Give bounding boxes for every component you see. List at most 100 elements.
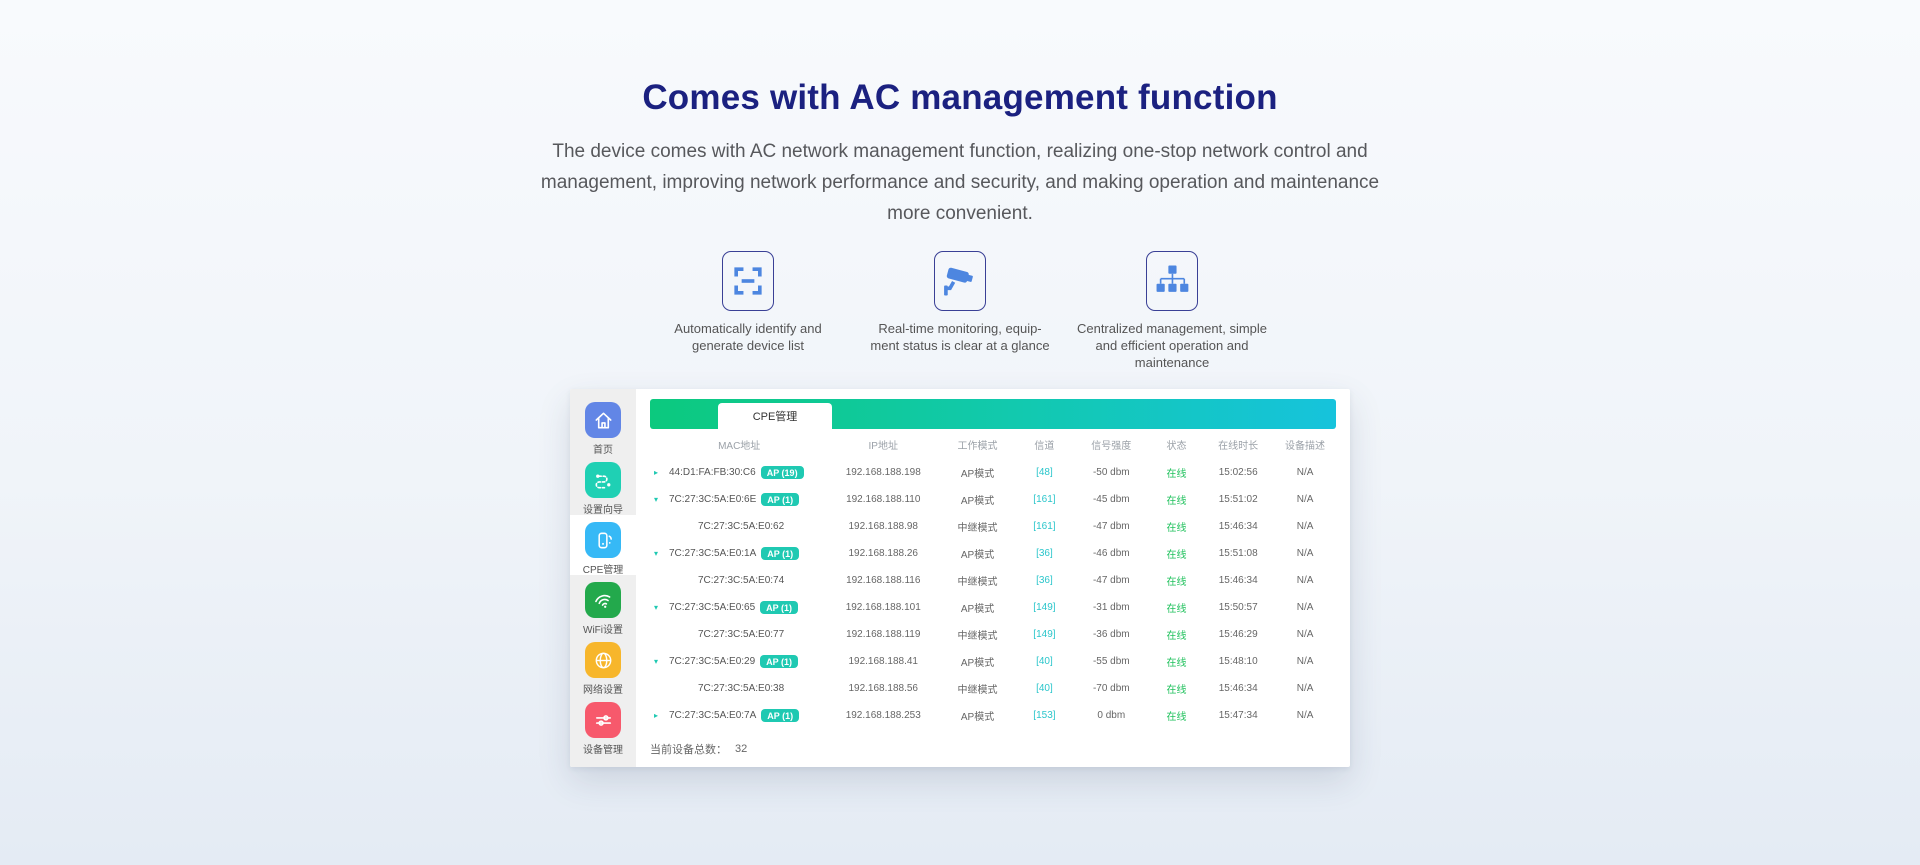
collapse-arrow-icon[interactable]: ▾ bbox=[654, 603, 659, 612]
table-row[interactable]: 7C:27:3C:5A:E0:74 192.168.188.116 中继模式 [36]… bbox=[650, 567, 1336, 594]
tab-cpe-management[interactable]: CPE管理 bbox=[718, 403, 832, 429]
ip-address-cell: 192.168.188.253 bbox=[845, 710, 921, 721]
table-row[interactable]: ▾ 7C:27:3C:5A:E0:65 AP (1) 192.168.188.101 A… bbox=[650, 594, 1336, 621]
table-row[interactable]: ▸ 44:D1:FA:FB:30:C6 AP (19) 192.168.188.198… bbox=[650, 459, 1336, 486]
mac-address: 7C:27:3C:5A:E0:38 bbox=[698, 683, 785, 694]
work-mode-cell: AP模式 bbox=[960, 712, 995, 723]
sidebar-item-route-wizard[interactable]: 设置向导 bbox=[570, 455, 636, 516]
ip-address-cell: 192.168.188.119 bbox=[846, 629, 921, 640]
ip-address-cell: 192.168.188.116 bbox=[846, 575, 921, 586]
signal-strength-cell: -70 dbm bbox=[1092, 683, 1130, 694]
collapse-arrow-icon[interactable]: ▾ bbox=[654, 495, 659, 504]
table-row[interactable]: 7C:27:3C:5A:E0:77 192.168.188.119 中继模式 [149… bbox=[650, 621, 1336, 648]
work-mode-cell: AP模式 bbox=[960, 604, 995, 615]
device-description-cell: N/A bbox=[1296, 710, 1314, 721]
table-row[interactable]: ▸ 7C:27:3C:5A:E0:7A AP (1) 192.168.188.253 A… bbox=[650, 702, 1336, 729]
mac-address: 7C:27:3C:5A:E0:77 bbox=[698, 629, 785, 640]
feature-item: Real-time monitoring, equip-ment status … bbox=[854, 251, 1066, 354]
ip-address-cell: 192.168.188.56 bbox=[848, 683, 918, 694]
column-header: 信号强度 bbox=[1091, 440, 1132, 452]
table-header-row: MAC地址 IP地址 工作模式 信道 信号强度 状态 在线时长 设备描述 bbox=[650, 429, 1336, 459]
ip-address-cell: 192.168.188.41 bbox=[848, 656, 918, 667]
channel-cell: [153] bbox=[1033, 710, 1056, 721]
signal-strength-cell: -55 dbm bbox=[1092, 656, 1130, 667]
channel-cell: [48] bbox=[1036, 467, 1053, 478]
signal-strength-cell: -46 dbm bbox=[1092, 548, 1130, 559]
sliders-icon bbox=[585, 702, 621, 738]
sidebar-item-label: CPE管理 bbox=[582, 565, 624, 576]
work-mode-cell: 中继模式 bbox=[957, 577, 998, 588]
mac-address: 7C:27:3C:5A:E0:7A bbox=[669, 710, 757, 721]
sidebar-item-wifi[interactable]: WiFi设置 bbox=[570, 575, 636, 636]
status-cell: 在线 bbox=[1166, 550, 1187, 561]
column-header: 状态 bbox=[1166, 440, 1187, 452]
column-header: 设备描述 bbox=[1285, 440, 1326, 452]
mac-cell: ▾ 7C:27:3C:5A:E0:1A AP (1) bbox=[650, 547, 828, 560]
column-header: MAC地址 bbox=[718, 440, 761, 452]
mac-address: 7C:27:3C:5A:E0:29 bbox=[669, 656, 756, 667]
feature-list: Automatically identify and generate devic… bbox=[0, 251, 1920, 371]
signal-strength-cell: -45 dbm bbox=[1092, 494, 1130, 505]
status-cell: 在线 bbox=[1166, 658, 1187, 669]
mac-cell: ▾ 7C:27:3C:5A:E0:65 AP (1) bbox=[650, 601, 828, 614]
column-header: 在线时长 bbox=[1218, 440, 1259, 452]
mac-cell: 7C:27:3C:5A:E0:38 bbox=[650, 683, 828, 694]
cctv-camera-icon bbox=[934, 251, 986, 311]
sidebar-item-cpe-device[interactable]: CPE管理 bbox=[570, 515, 636, 576]
sidebar-item-label: 首页 bbox=[593, 445, 613, 456]
ip-address-cell: 192.168.188.198 bbox=[845, 467, 921, 478]
header-gradient-bar: CPE管理 bbox=[650, 399, 1336, 429]
mac-cell: ▸ 44:D1:FA:FB:30:C6 AP (19) bbox=[650, 466, 828, 479]
expand-arrow-icon[interactable]: ▸ bbox=[654, 468, 659, 477]
signal-strength-cell: -36 dbm bbox=[1092, 629, 1130, 640]
device-description-cell: N/A bbox=[1296, 548, 1314, 559]
device-description-cell: N/A bbox=[1296, 467, 1314, 478]
table-row[interactable]: ▾ 7C:27:3C:5A:E0:29 AP (1) 192.168.188.41 AP… bbox=[650, 648, 1336, 675]
scan-frame-icon bbox=[722, 251, 774, 311]
table-row[interactable]: ▾ 7C:27:3C:5A:E0:1A AP (1) 192.168.188.26 AP… bbox=[650, 540, 1336, 567]
mac-cell: 7C:27:3C:5A:E0:77 bbox=[650, 629, 828, 640]
ac-management-app-window: 首页 设置向导 CPE管理 WiFi设置 网络设置 设备管理 CPE管理 MAC地址 IP地… bbox=[570, 389, 1350, 767]
channel-cell: [36] bbox=[1036, 548, 1053, 559]
sidebar-item-home[interactable]: 首页 bbox=[570, 395, 636, 456]
app-sidebar: 首页 设置向导 CPE管理 WiFi设置网络设置设备管理 bbox=[570, 389, 636, 767]
ap-count-badge: AP (1) bbox=[760, 655, 799, 668]
table-row[interactable]: ▾ 7C:27:3C:5A:E0:6E AP (1) 192.168.188.110 A… bbox=[650, 486, 1336, 513]
online-duration-cell: 15:51:02 bbox=[1218, 494, 1258, 505]
work-mode-cell: 中继模式 bbox=[957, 685, 998, 696]
page-description: The device comes with AC network managem… bbox=[0, 136, 1920, 229]
expand-arrow-icon[interactable]: ▸ bbox=[654, 711, 659, 720]
sidebar-item-globe[interactable]: 网络设置 bbox=[570, 635, 636, 696]
cpe-device-icon bbox=[585, 522, 621, 558]
status-cell: 在线 bbox=[1166, 631, 1187, 642]
table-row[interactable]: 7C:27:3C:5A:E0:62 192.168.188.98 中继模式 [161]… bbox=[650, 513, 1336, 540]
sidebar-item-label: 设备管理 bbox=[583, 745, 623, 756]
mac-cell: 7C:27:3C:5A:E0:74 bbox=[650, 575, 828, 586]
status-cell: 在线 bbox=[1166, 604, 1187, 615]
signal-strength-cell: -47 dbm bbox=[1092, 575, 1130, 586]
mac-address: 7C:27:3C:5A:E0:1A bbox=[669, 548, 757, 559]
online-duration-cell: 15:46:34 bbox=[1218, 521, 1258, 532]
sidebar-item-label: 网络设置 bbox=[583, 685, 623, 696]
description-line: management, improving network performanc… bbox=[540, 172, 1380, 193]
sidebar-item-sliders[interactable]: 设备管理 bbox=[570, 695, 636, 756]
work-mode-cell: AP模式 bbox=[960, 496, 995, 507]
online-duration-cell: 15:46:29 bbox=[1218, 629, 1258, 640]
ip-address-cell: 192.168.188.110 bbox=[846, 494, 921, 505]
hierarchy-icon bbox=[1146, 251, 1198, 311]
online-duration-cell: 15:46:34 bbox=[1218, 575, 1258, 586]
mac-cell: ▾ 7C:27:3C:5A:E0:29 AP (1) bbox=[650, 655, 828, 668]
work-mode-cell: AP模式 bbox=[960, 550, 995, 561]
ap-count-badge: AP (1) bbox=[761, 709, 800, 722]
collapse-arrow-icon[interactable]: ▾ bbox=[654, 657, 659, 666]
table-row[interactable]: 7C:27:3C:5A:E0:38 192.168.188.56 中继模式 [40] -… bbox=[650, 675, 1336, 702]
app-main: CPE管理 MAC地址 IP地址 工作模式 信道 信号强度 状态 在线时长 设备描述 ▸ 44:… bbox=[636, 389, 1350, 767]
ip-address-cell: 192.168.188.26 bbox=[848, 548, 918, 559]
status-cell: 在线 bbox=[1166, 496, 1187, 507]
work-mode-cell: AP模式 bbox=[960, 658, 995, 669]
wifi-icon bbox=[585, 582, 621, 618]
mac-address: 44:D1:FA:FB:30:C6 bbox=[669, 467, 756, 478]
collapse-arrow-icon[interactable]: ▾ bbox=[654, 549, 659, 558]
device-description-cell: N/A bbox=[1296, 494, 1314, 505]
online-duration-cell: 15:51:08 bbox=[1218, 548, 1258, 559]
